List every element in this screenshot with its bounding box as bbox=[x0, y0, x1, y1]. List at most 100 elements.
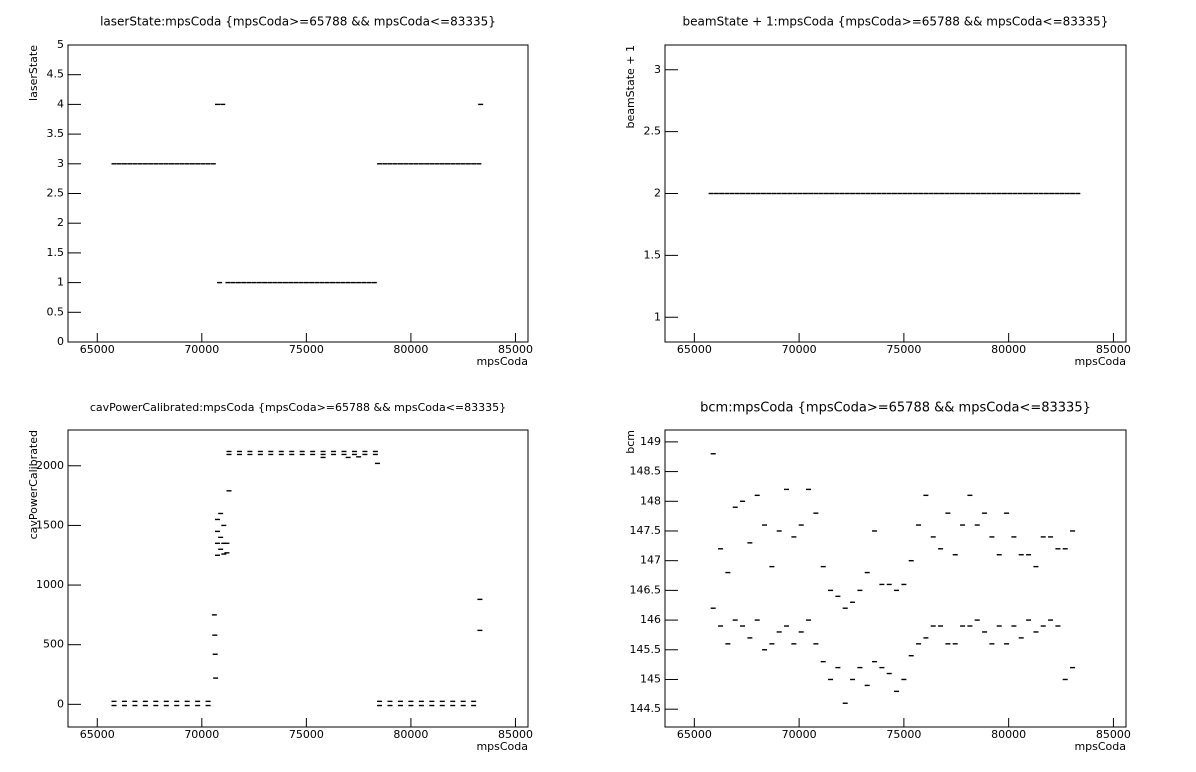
point bbox=[1007, 192, 1013, 195]
point bbox=[221, 542, 227, 545]
point bbox=[1070, 192, 1076, 195]
point bbox=[1018, 554, 1024, 556]
point bbox=[235, 281, 241, 284]
point bbox=[872, 660, 878, 663]
point bbox=[938, 548, 944, 550]
point bbox=[776, 530, 782, 532]
point bbox=[387, 700, 393, 703]
point bbox=[818, 192, 824, 195]
point bbox=[251, 281, 257, 284]
point bbox=[996, 192, 1002, 195]
point bbox=[879, 666, 885, 669]
point bbox=[1033, 192, 1039, 195]
point bbox=[1059, 192, 1065, 195]
point bbox=[211, 614, 217, 616]
point bbox=[784, 625, 790, 627]
point bbox=[319, 281, 325, 284]
x-tick-label: 65000 bbox=[80, 343, 115, 356]
y-tick-label: 1000 bbox=[36, 578, 64, 591]
point bbox=[933, 192, 939, 195]
point bbox=[989, 536, 995, 538]
point bbox=[823, 192, 829, 195]
y-tick-label: 146 bbox=[640, 613, 661, 626]
point bbox=[1017, 192, 1023, 195]
point bbox=[224, 542, 230, 545]
point bbox=[740, 500, 746, 502]
point bbox=[377, 700, 383, 703]
point bbox=[282, 281, 288, 284]
point bbox=[382, 163, 388, 165]
x-axis-label: mpsCoda bbox=[1074, 740, 1126, 753]
point bbox=[879, 583, 885, 586]
point bbox=[732, 506, 738, 508]
point bbox=[288, 281, 294, 284]
point bbox=[450, 704, 456, 707]
point bbox=[226, 453, 232, 456]
y-tick-label: 3 bbox=[654, 63, 661, 76]
point bbox=[1049, 192, 1055, 195]
point bbox=[769, 565, 775, 568]
point bbox=[174, 163, 180, 165]
point bbox=[806, 488, 812, 491]
point bbox=[787, 192, 793, 195]
point bbox=[916, 643, 922, 645]
point bbox=[408, 704, 414, 707]
point bbox=[850, 192, 856, 195]
y-tick-label: 2 bbox=[57, 216, 64, 229]
point bbox=[362, 450, 368, 453]
point bbox=[218, 536, 224, 539]
y-tick-label: 1 bbox=[57, 276, 64, 289]
point bbox=[324, 281, 330, 284]
point bbox=[813, 643, 819, 645]
point bbox=[174, 704, 180, 707]
point bbox=[278, 453, 284, 456]
point bbox=[1038, 192, 1044, 195]
x-tick-label: 80000 bbox=[393, 343, 428, 356]
point bbox=[226, 490, 232, 492]
point bbox=[864, 571, 870, 574]
point bbox=[747, 542, 753, 544]
point bbox=[471, 704, 477, 707]
chart-title: beamState + 1:mpsCoda {mpsCoda>=65788 &&… bbox=[683, 15, 1109, 29]
point bbox=[476, 163, 482, 165]
y-tick-label: 146.5 bbox=[630, 583, 662, 596]
point bbox=[1001, 192, 1007, 195]
point bbox=[886, 672, 892, 675]
point bbox=[397, 163, 403, 165]
point bbox=[335, 281, 341, 284]
point bbox=[1040, 536, 1046, 538]
point bbox=[828, 589, 834, 592]
point bbox=[725, 643, 731, 645]
point bbox=[268, 453, 274, 456]
point bbox=[860, 192, 866, 195]
point bbox=[179, 163, 185, 165]
point bbox=[974, 619, 980, 621]
point bbox=[798, 631, 804, 633]
point bbox=[184, 700, 190, 703]
point bbox=[1028, 192, 1034, 195]
point bbox=[996, 554, 1002, 556]
y-tick-label: 0.5 bbox=[47, 305, 65, 318]
y-tick-label: 0 bbox=[57, 335, 64, 348]
point bbox=[960, 192, 966, 195]
point bbox=[330, 281, 335, 284]
point bbox=[745, 192, 751, 195]
point bbox=[477, 598, 483, 601]
point bbox=[891, 192, 897, 195]
point bbox=[471, 163, 477, 165]
point bbox=[142, 700, 148, 703]
point bbox=[132, 700, 138, 703]
point bbox=[310, 453, 316, 456]
y-tick-label: 2.5 bbox=[47, 187, 65, 200]
point bbox=[320, 450, 326, 453]
point bbox=[835, 666, 841, 669]
point bbox=[184, 163, 190, 165]
y-tick-label: 500 bbox=[43, 638, 64, 651]
point bbox=[747, 637, 753, 639]
point bbox=[362, 453, 368, 456]
point bbox=[218, 512, 224, 515]
point bbox=[450, 700, 456, 703]
point bbox=[960, 625, 966, 627]
point bbox=[828, 678, 834, 681]
point bbox=[478, 103, 484, 106]
